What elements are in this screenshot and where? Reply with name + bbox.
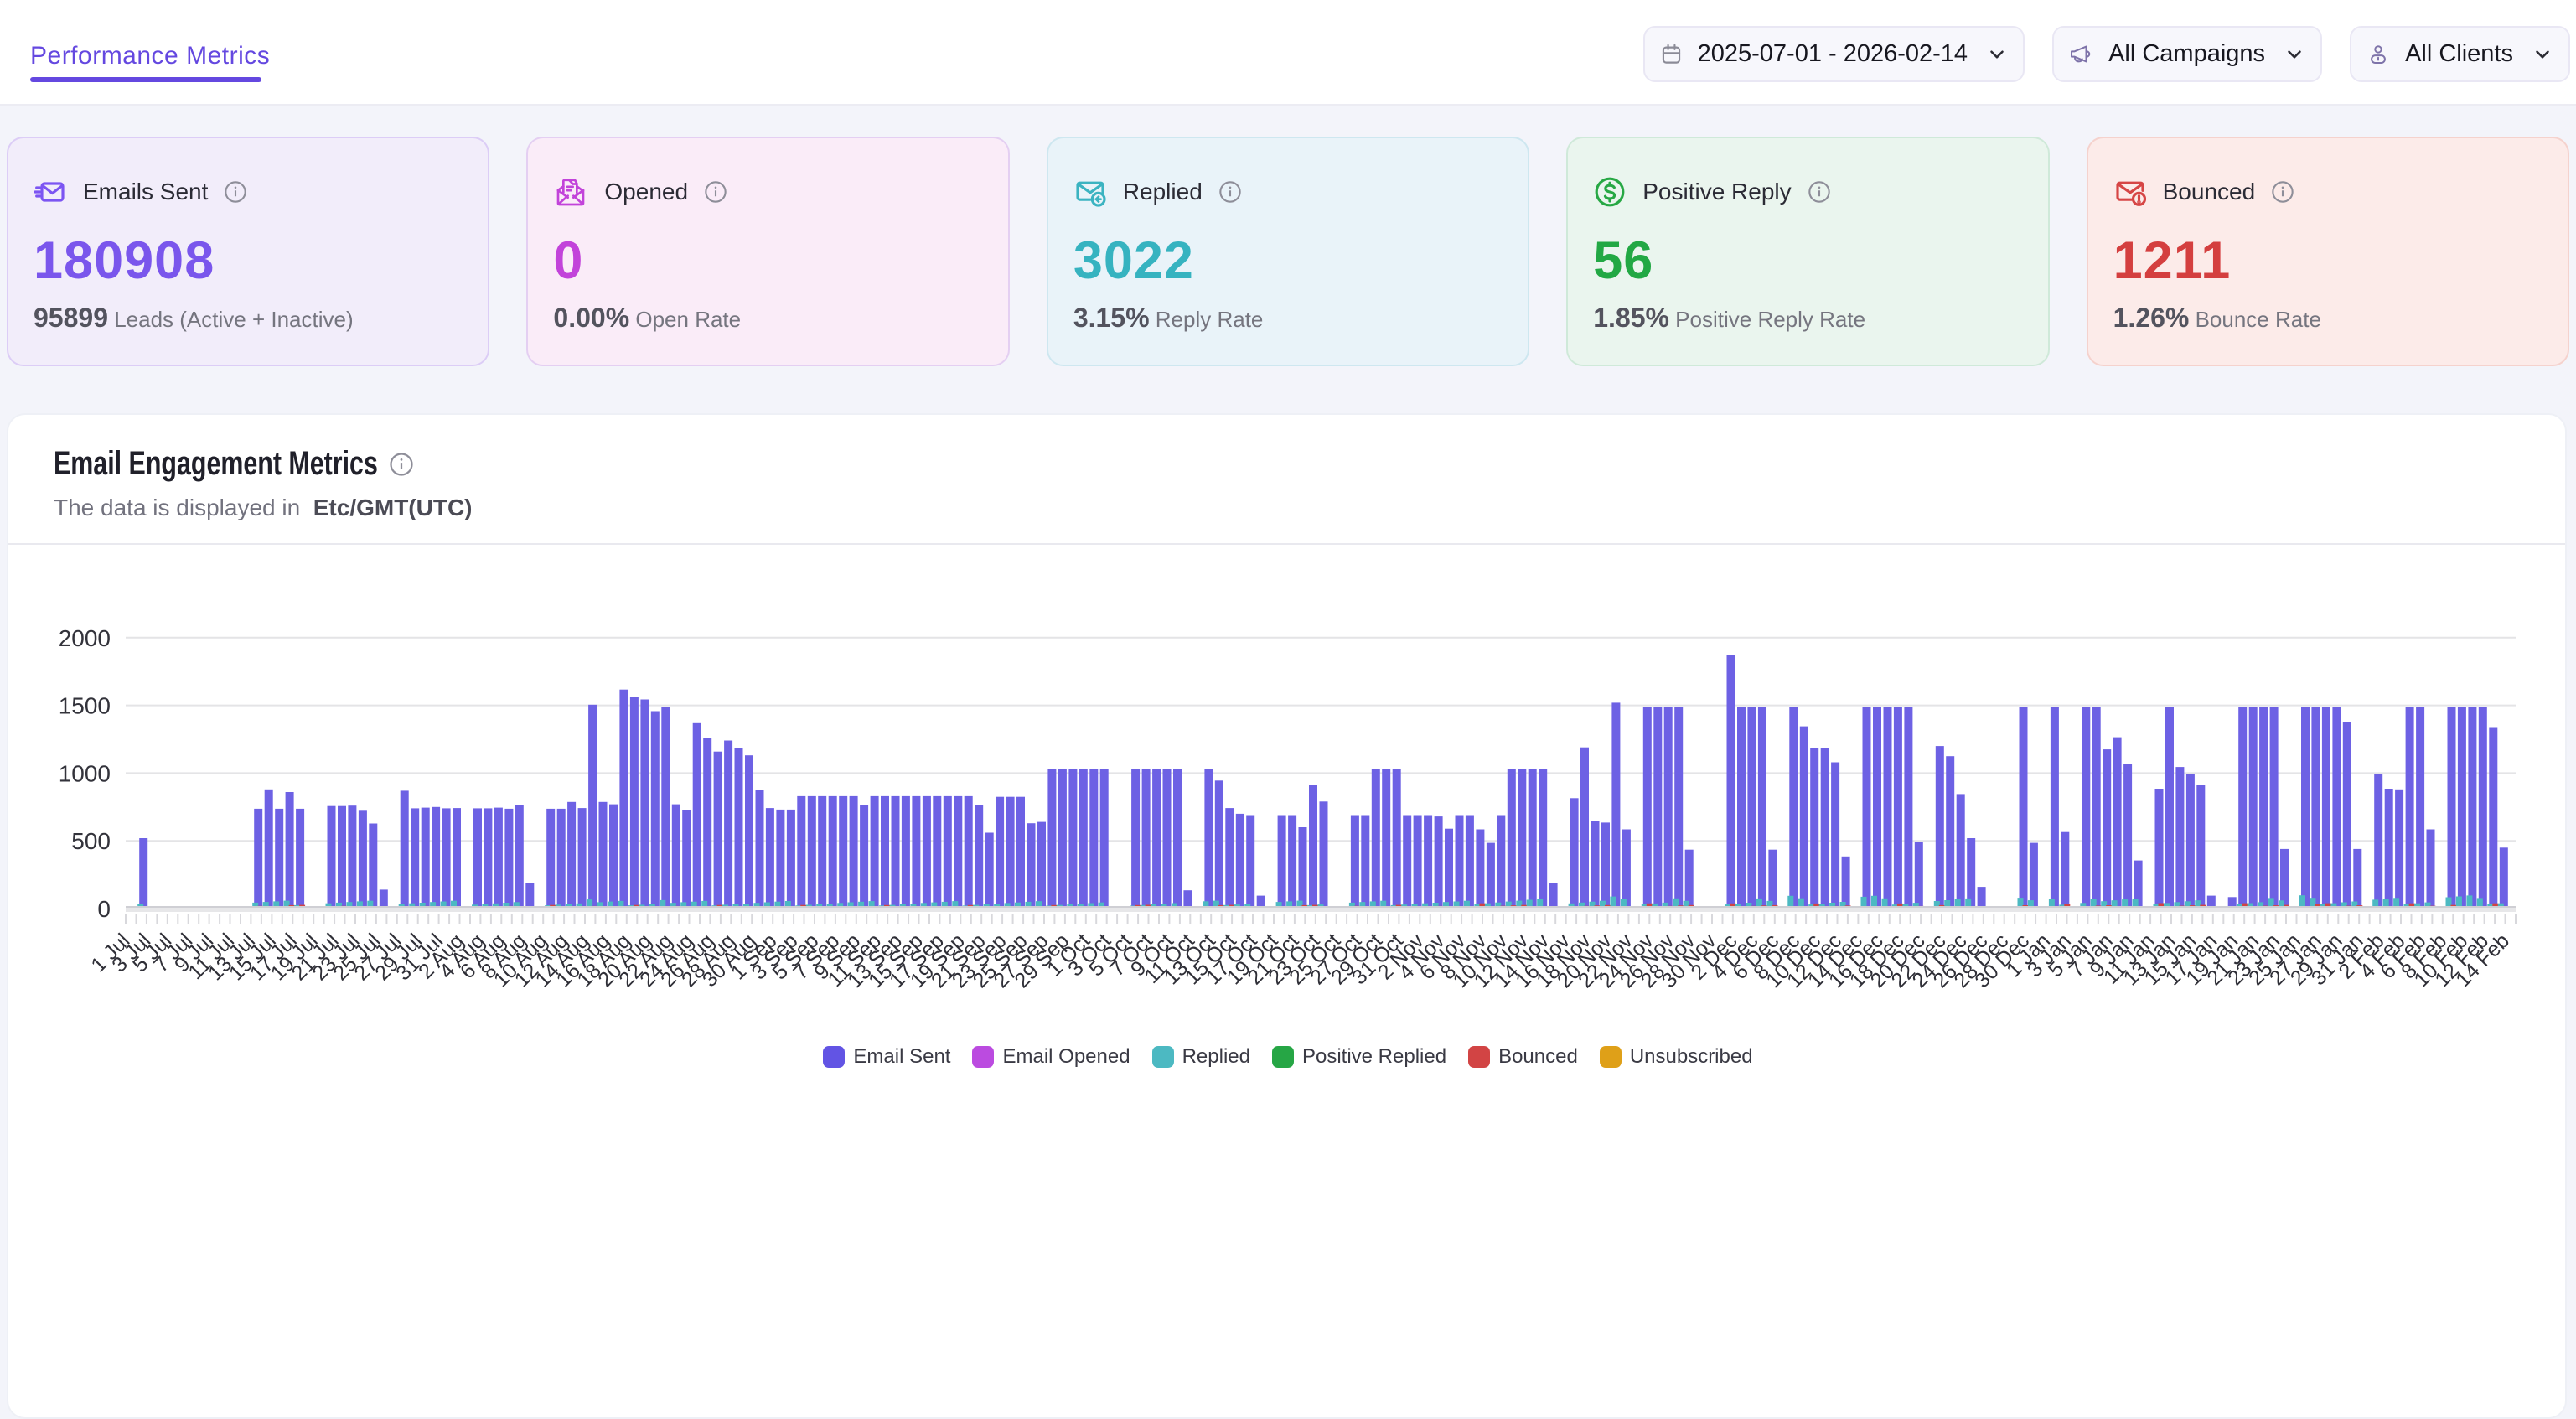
svg-text:2000: 2000 (59, 625, 111, 651)
svg-text:1000: 1000 (59, 760, 111, 786)
svg-text:500: 500 (71, 828, 111, 854)
svg-text:1500: 1500 (59, 693, 111, 719)
svg-text:0: 0 (97, 896, 111, 922)
